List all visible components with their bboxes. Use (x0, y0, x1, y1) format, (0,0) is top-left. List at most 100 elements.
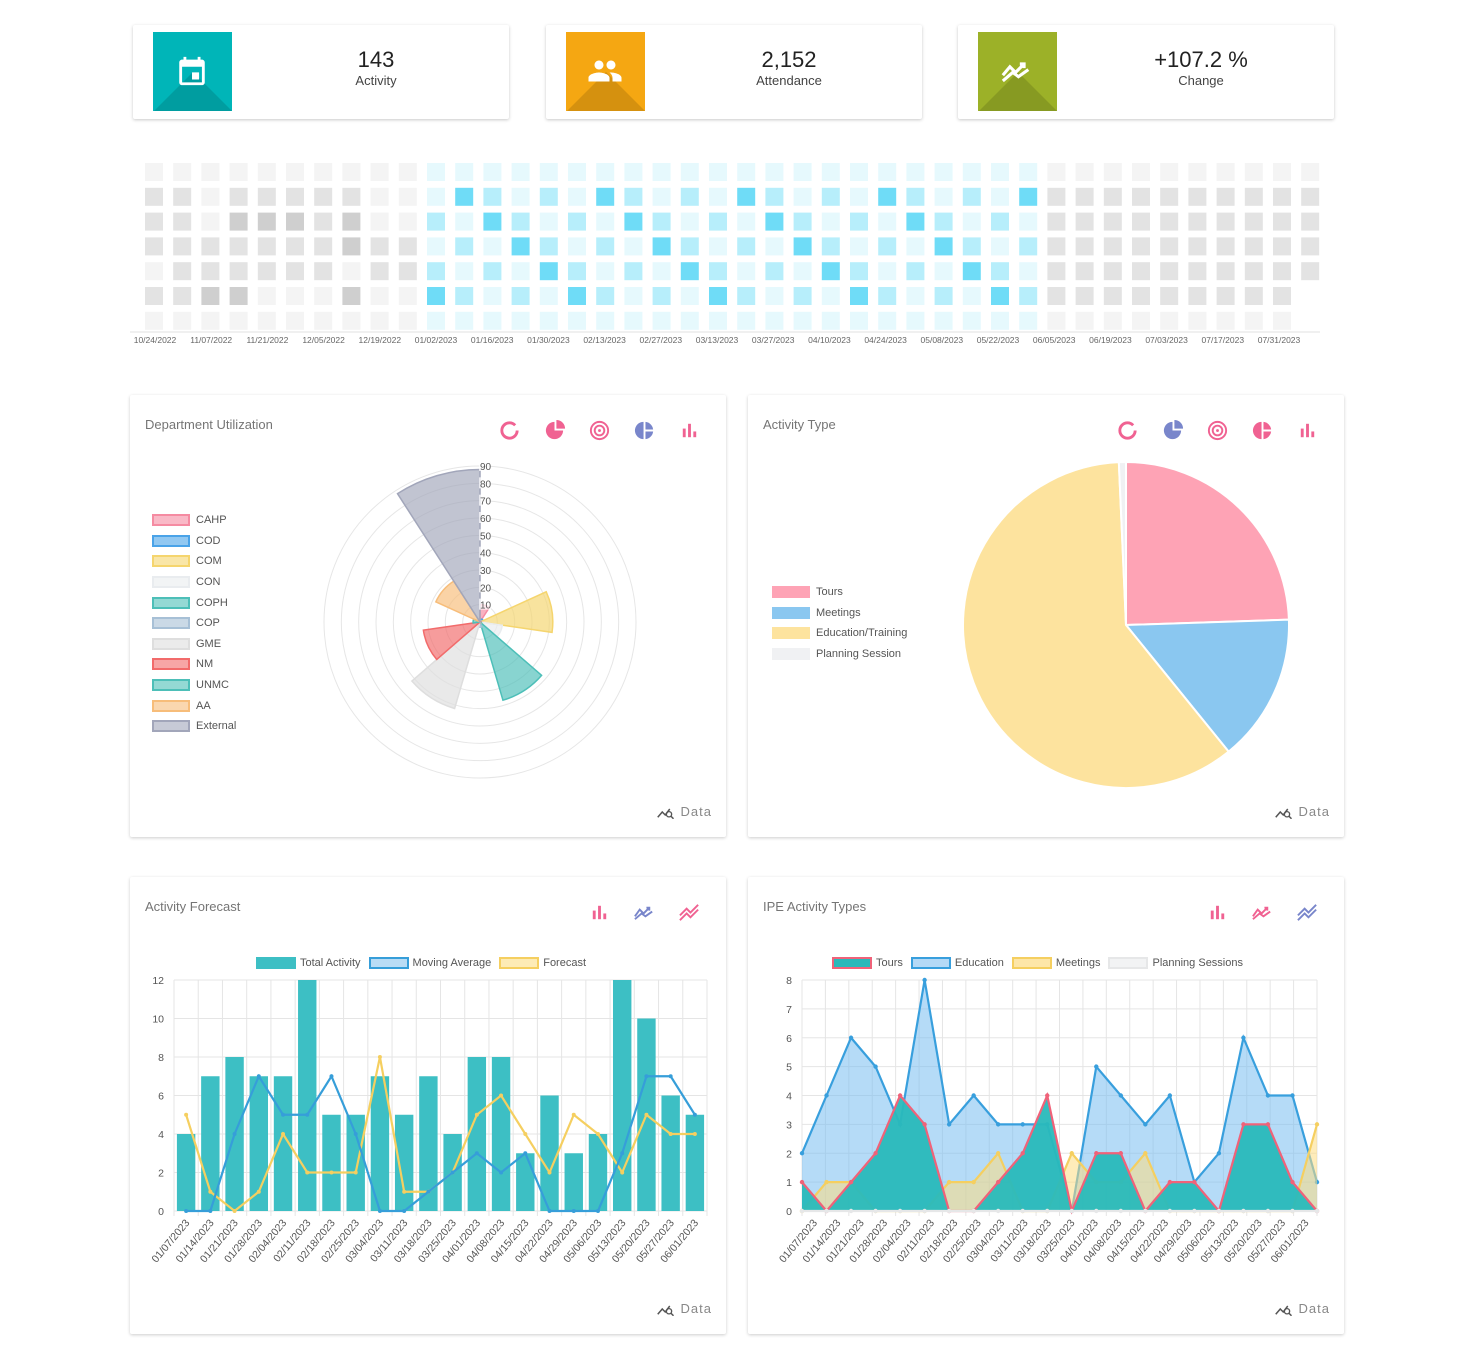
heatmap-cell[interactable] (934, 163, 953, 181)
series-point[interactable] (692, 1132, 697, 1136)
heatmap-cell[interactable] (652, 212, 671, 231)
heatmap-cell[interactable] (652, 163, 671, 181)
series-point[interactable] (402, 1209, 407, 1213)
legend-item[interactable]: Planning Session (772, 644, 907, 665)
heatmap-cell[interactable] (1301, 237, 1320, 256)
bar[interactable] (394, 1114, 414, 1211)
heatmap-cell[interactable] (962, 163, 981, 181)
series-point[interactable] (232, 1209, 237, 1213)
heatmap-cell[interactable] (427, 262, 445, 281)
heatmap-cell[interactable] (342, 212, 361, 231)
bar[interactable] (685, 1114, 705, 1211)
heatmap-cell[interactable] (539, 163, 558, 181)
legend-item[interactable]: AA (152, 695, 236, 716)
heatmap-cell[interactable] (398, 187, 417, 206)
heatmap-cell[interactable] (145, 187, 163, 206)
bar[interactable] (346, 1114, 365, 1211)
heatmap-cell[interactable] (624, 187, 643, 206)
heatmap-cell[interactable] (483, 311, 502, 330)
series-point[interactable] (1143, 1122, 1148, 1127)
series-point[interactable] (1290, 1208, 1295, 1214)
series-point[interactable] (1265, 1122, 1271, 1127)
heatmap-cell[interactable] (1047, 311, 1066, 330)
heatmap-cell[interactable] (878, 262, 897, 281)
series-point[interactable] (824, 1208, 829, 1214)
series-point[interactable] (474, 1151, 479, 1156)
heatmap-cell[interactable] (455, 212, 474, 231)
bar[interactable] (661, 1095, 680, 1212)
heatmap-cell[interactable] (850, 237, 868, 256)
legend-item[interactable]: UNMC (152, 675, 236, 696)
bar-chart-icon[interactable] (588, 901, 611, 924)
series-point[interactable] (644, 1112, 649, 1117)
heatmap-cell[interactable] (286, 187, 304, 206)
heatmap-cell[interactable] (1273, 187, 1291, 206)
heatmap-cell[interactable] (737, 212, 756, 231)
legend-item[interactable]: Moving Average (368, 957, 491, 969)
heatmap-cell[interactable] (173, 287, 192, 305)
legend-item[interactable]: COM (152, 551, 236, 572)
heatmap-cell[interactable] (257, 163, 276, 181)
series-point[interactable] (922, 1122, 927, 1127)
heatmap-cell[interactable] (427, 212, 445, 231)
heatmap-cell[interactable] (257, 262, 276, 281)
legend-item[interactable]: Education/Training (772, 623, 907, 644)
pie-slice[interactable] (1125, 460, 1290, 627)
heatmap-cell[interactable] (1188, 262, 1207, 281)
legend-item[interactable]: Tours (832, 957, 903, 969)
data-button[interactable]: Data (656, 804, 712, 819)
heatmap-cell[interactable] (370, 212, 389, 231)
heatmap-cell[interactable] (906, 187, 925, 206)
polar-area-chart-icon[interactable] (633, 419, 656, 442)
series-point[interactable] (547, 1170, 552, 1175)
pie-slice[interactable] (962, 461, 1231, 789)
series-point[interactable] (1192, 1208, 1197, 1214)
series-point[interactable] (799, 1151, 805, 1156)
heatmap-cell[interactable] (991, 287, 1009, 305)
line-chart-icon[interactable] (633, 901, 656, 924)
heatmap-cell[interactable] (1301, 187, 1320, 206)
series-point[interactable] (946, 1208, 952, 1214)
heatmap-cell[interactable] (1273, 237, 1291, 256)
heatmap-cell[interactable] (455, 237, 474, 256)
series-point[interactable] (595, 1209, 600, 1213)
series-point[interactable] (402, 1189, 407, 1194)
heatmap-cell[interactable] (483, 237, 502, 256)
heatmap-cell[interactable] (1132, 163, 1150, 181)
bar[interactable] (588, 1134, 608, 1211)
heatmap-cell[interactable] (1019, 262, 1038, 281)
heatmap-cell[interactable] (737, 163, 756, 181)
heatmap-cell[interactable] (878, 311, 897, 330)
heatmap-cell[interactable] (596, 187, 615, 206)
heatmap-cell[interactable] (1216, 287, 1235, 305)
heatmap-cell[interactable] (878, 163, 897, 181)
heatmap-cell[interactable] (624, 287, 643, 305)
heatmap-cell[interactable] (1047, 237, 1066, 256)
heatmap-cell[interactable] (1216, 237, 1235, 256)
heatmap-cell[interactable] (680, 163, 699, 181)
series-point[interactable] (1069, 1151, 1074, 1156)
heatmap-cell[interactable] (906, 237, 925, 256)
heatmap-cell[interactable] (1047, 287, 1066, 305)
heatmap-cell[interactable] (624, 311, 643, 330)
data-button[interactable]: Data (1274, 804, 1330, 819)
heatmap-cell[interactable] (1273, 212, 1291, 231)
series-point[interactable] (377, 1055, 382, 1059)
series-point[interactable] (1118, 1208, 1124, 1214)
heatmap-cell[interactable] (1301, 163, 1320, 181)
heatmap-cell[interactable] (257, 212, 276, 231)
bar[interactable] (419, 1076, 438, 1211)
series-point[interactable] (184, 1112, 189, 1117)
heatmap-cell[interactable] (680, 262, 699, 281)
series-point[interactable] (848, 1179, 854, 1185)
series-point[interactable] (1265, 1208, 1271, 1214)
heatmap-cell[interactable] (539, 287, 558, 305)
heatmap-cell[interactable] (511, 311, 530, 330)
series-point[interactable] (873, 1151, 878, 1156)
heatmap-cell[interactable] (483, 187, 502, 206)
series-point[interactable] (1314, 1122, 1320, 1127)
heatmap-cell[interactable] (1160, 163, 1179, 181)
heatmap-cell[interactable] (511, 237, 530, 256)
heatmap-cell[interactable] (173, 237, 192, 256)
heatmap-cell[interactable] (765, 311, 784, 330)
